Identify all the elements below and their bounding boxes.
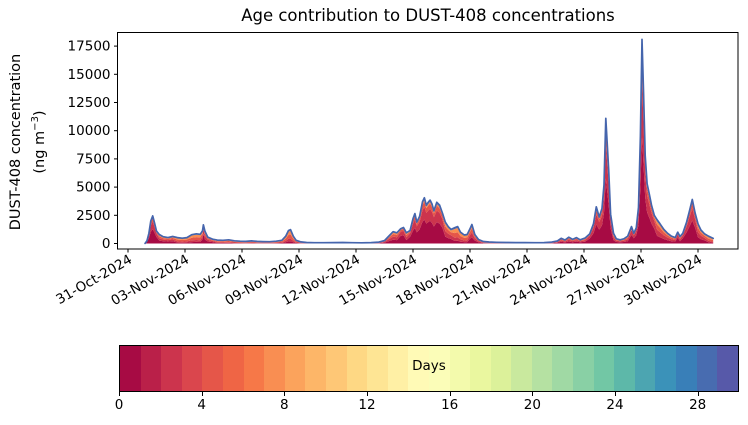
colorbar-segment bbox=[696, 346, 718, 391]
colorbar-segment bbox=[387, 346, 409, 391]
colorbar-segment bbox=[120, 346, 141, 391]
colorbar-tick-label: 8 bbox=[280, 397, 289, 413]
colorbar-segment bbox=[470, 346, 491, 391]
colorbar-segment bbox=[202, 346, 223, 391]
stack-layer-2-5days bbox=[145, 55, 714, 244]
total-concentration-line bbox=[144, 38, 715, 245]
stack-layer-1-2days bbox=[145, 80, 714, 244]
colorbar-segment bbox=[511, 346, 532, 391]
colorbar-tick-label: 0 bbox=[114, 397, 124, 413]
colorbar-segment bbox=[325, 346, 347, 391]
colorbar-segment bbox=[305, 346, 326, 391]
stack-layer-5-10days bbox=[145, 47, 714, 244]
y-axis-tick-label: 10000 bbox=[68, 123, 111, 139]
y-axis-tick-label: 12500 bbox=[68, 95, 111, 111]
colorbar-segment bbox=[243, 346, 265, 391]
colorbar-segment bbox=[346, 346, 368, 391]
colorbar-tick-label: 12 bbox=[358, 397, 376, 413]
colorbar-tick bbox=[449, 392, 451, 396]
colorbar-segment bbox=[140, 346, 162, 391]
colorbar-tick-label: 16 bbox=[441, 397, 459, 413]
colorbar-tick bbox=[532, 392, 534, 396]
y-axis-tick-label: 0 bbox=[102, 236, 111, 252]
y-axis-tick-label: 17500 bbox=[68, 39, 111, 55]
page-title: Age contribution to DUST-408 concentrati… bbox=[241, 6, 615, 25]
colorbar-tick-label: 24 bbox=[606, 397, 624, 413]
colorbar-segment bbox=[490, 346, 512, 391]
colorbar-segment bbox=[552, 346, 574, 391]
colorbar-tick-label: 20 bbox=[523, 397, 541, 413]
colorbar-tick bbox=[119, 392, 120, 396]
colorbar-tick bbox=[367, 392, 368, 396]
colorbar-tick-label: 28 bbox=[689, 397, 707, 413]
colorbar-segment bbox=[573, 346, 594, 391]
colorbar-segment bbox=[614, 346, 635, 391]
colorbar bbox=[119, 345, 739, 392]
colorbar-segment bbox=[634, 346, 656, 391]
colorbar-segment bbox=[655, 346, 677, 391]
colorbar-segment bbox=[449, 346, 471, 391]
axes-frame bbox=[117, 32, 739, 250]
colorbar-segment bbox=[222, 346, 244, 391]
colorbar-segment bbox=[181, 346, 203, 391]
colorbar-segment bbox=[717, 346, 738, 391]
chart-plot-area: 02500500075001000012500150001750031-Oct-… bbox=[53, 32, 739, 309]
y-axis-tick-label: 2500 bbox=[76, 208, 110, 224]
colorbar-segment bbox=[161, 346, 182, 391]
colorbar-segment bbox=[428, 346, 450, 391]
y-axis-tick-label: 7500 bbox=[76, 151, 110, 167]
colorbar-segment bbox=[593, 346, 615, 391]
colorbar-segment bbox=[264, 346, 285, 391]
colorbar-tick bbox=[615, 392, 616, 396]
colorbar-segment bbox=[676, 346, 697, 391]
y-axis-tick-label: 15000 bbox=[68, 67, 111, 83]
colorbar-segment bbox=[284, 346, 306, 391]
y-axis-tick-label: 5000 bbox=[76, 180, 110, 196]
colorbar-tick bbox=[284, 392, 286, 396]
stack-layer-0-1days bbox=[145, 137, 714, 244]
stack-layer-25-30days bbox=[145, 39, 714, 244]
colorbar-segment bbox=[531, 346, 553, 391]
colorbar-segment bbox=[408, 346, 429, 391]
colorbar-tick-label: 4 bbox=[197, 397, 206, 413]
colorbar-tick bbox=[201, 392, 203, 396]
colorbar-tick bbox=[697, 392, 699, 396]
colorbar-segment bbox=[367, 346, 388, 391]
